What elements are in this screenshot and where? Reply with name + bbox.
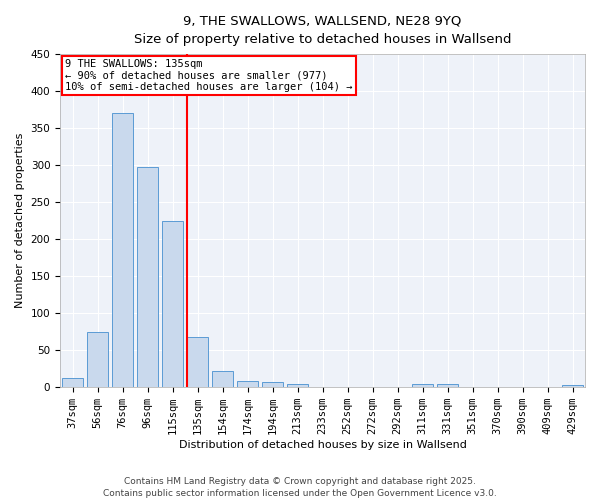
Bar	[237, 382, 258, 387]
Y-axis label: Number of detached properties: Number of detached properties	[15, 133, 25, 308]
Bar	[62, 378, 83, 387]
Bar	[412, 384, 433, 387]
Bar	[87, 332, 108, 387]
Bar	[112, 114, 133, 387]
Title: 9, THE SWALLOWS, WALLSEND, NE28 9YQ
Size of property relative to detached houses: 9, THE SWALLOWS, WALLSEND, NE28 9YQ Size…	[134, 15, 511, 46]
Text: Contains HM Land Registry data © Crown copyright and database right 2025.
Contai: Contains HM Land Registry data © Crown c…	[103, 476, 497, 498]
Bar	[262, 382, 283, 387]
Bar	[287, 384, 308, 387]
Text: 9 THE SWALLOWS: 135sqm
← 90% of detached houses are smaller (977)
10% of semi-de: 9 THE SWALLOWS: 135sqm ← 90% of detached…	[65, 59, 353, 92]
Bar	[562, 385, 583, 387]
X-axis label: Distribution of detached houses by size in Wallsend: Distribution of detached houses by size …	[179, 440, 466, 450]
Bar	[437, 384, 458, 387]
Bar	[212, 371, 233, 387]
Bar	[162, 220, 183, 387]
Bar	[187, 337, 208, 387]
Bar	[137, 166, 158, 387]
